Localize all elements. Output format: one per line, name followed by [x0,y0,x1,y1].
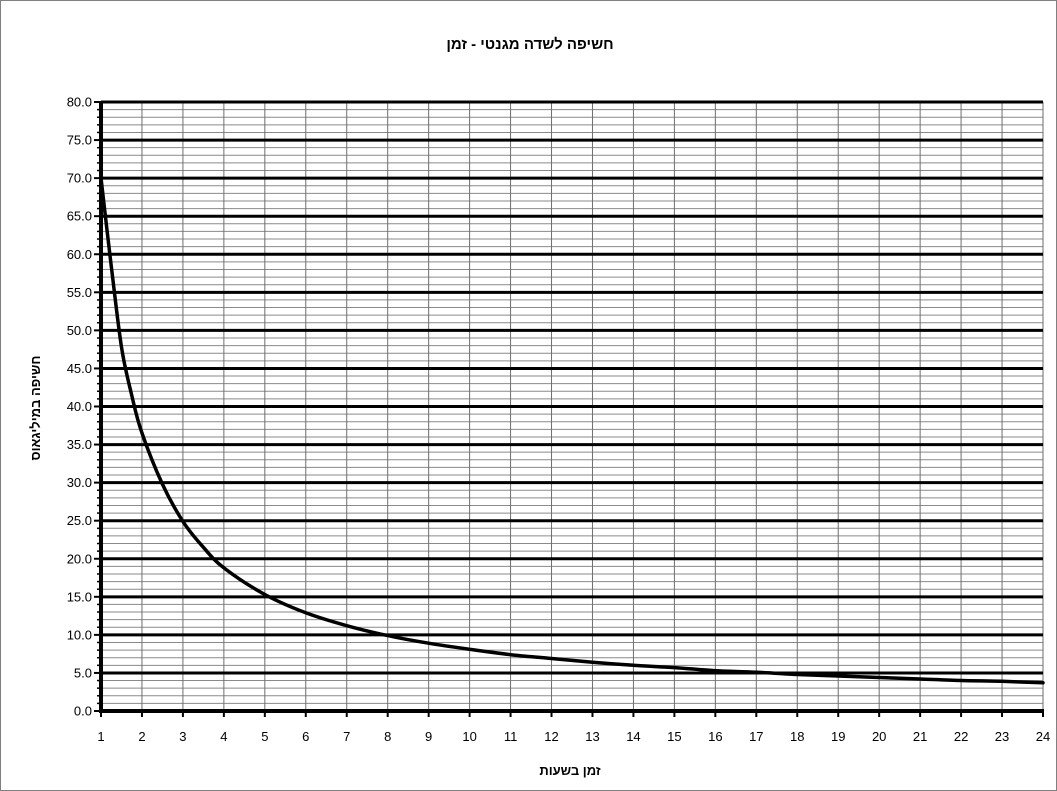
x-tick-label: 14 [626,729,640,744]
x-tick-label: 5 [261,729,268,744]
x-tick-label: 11 [504,729,518,744]
major-grid [101,100,1043,675]
series-line [99,176,1045,685]
x-tick-label: 15 [667,729,681,744]
y-tick-label: 20.0 [67,551,92,566]
x-tick-labels: 1 2 3 4 5 6 7 8 9 10 11 12 13 14 15 16 17 18 19 20 21 22 23 24 [97,729,1050,744]
y-tick-label: 60.0 [67,247,92,262]
axes [94,101,1044,717]
x-tick-label: 19 [831,729,845,744]
x-tick-label: 22 [954,729,968,744]
x-tick-label: 21 [913,729,927,744]
x-tick-label: 18 [790,729,804,744]
x-tick-label: 1 [97,729,104,744]
x-tick-label: 16 [708,729,722,744]
y-tick-label: 40.0 [67,399,92,414]
y-tick-label: 5.0 [74,665,92,680]
x-tick-label: 8 [384,729,391,744]
x-axis-label: זמן בשעות [539,763,601,778]
y-tick-label: 30.0 [67,475,92,490]
minor-grid [101,102,1044,711]
x-tick-label: 12 [544,729,558,744]
y-tick-label: 45.0 [67,361,92,376]
y-tick-labels: 0.0 5.0 10.0 15.0 20.0 25.0 30.0 35.0 40.0 45.0 50… [67,95,92,719]
x-tick-label: 4 [220,729,227,744]
y-tick-label: 50.0 [67,323,92,338]
x-tick-label: 24 [1036,729,1050,744]
y-tick-label: 65.0 [67,209,92,224]
y-tick-label: 75.0 [67,133,92,148]
x-tick-label: 2 [138,729,145,744]
y-tick-label: 15.0 [67,589,92,604]
x-tick-label: 10 [462,729,476,744]
chart-title: חשיפה לשדה מגנטי - זמן [446,36,613,53]
x-tick-label: 20 [872,729,886,744]
y-tick-label: 25.0 [67,513,92,528]
x-tick-label: 3 [179,729,186,744]
x-tick-label: 13 [585,729,599,744]
y-tick-label: 35.0 [67,437,92,452]
y-tick-label: 10.0 [67,627,92,642]
x-tick-label: 9 [425,729,432,744]
series-group [99,176,1045,685]
y-tick-label: 70.0 [67,171,92,186]
x-tick-label: 23 [995,729,1009,744]
y-tick-label: 0.0 [74,704,92,719]
x-tick-label: 17 [749,729,763,744]
y-tick-label: 55.0 [67,285,92,300]
x-tick-label: 6 [302,729,309,744]
y-axis-label: חשיפה במיליגאוס [28,356,43,461]
x-tick-label: 7 [343,729,350,744]
y-tick-label: 80.0 [67,95,92,110]
